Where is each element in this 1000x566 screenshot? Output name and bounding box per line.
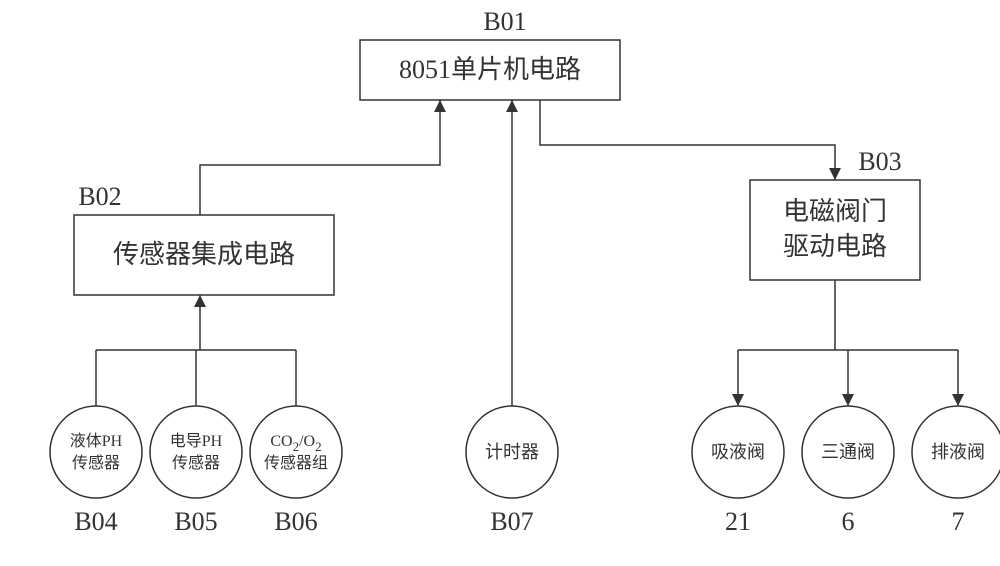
node-b05-label: B05 xyxy=(174,507,217,536)
node-21: 吸液阀 21 xyxy=(692,406,784,536)
node-b04-line2: 传感器 xyxy=(72,454,120,472)
node-b07-label: B07 xyxy=(490,507,533,536)
node-7-label: 7 xyxy=(952,507,965,536)
node-b01-text: 8051单片机电路 xyxy=(399,55,581,84)
node-b06-label: B06 xyxy=(274,507,317,536)
node-b04: 液体PH 传感器 B04 xyxy=(50,406,142,536)
node-21-label: 21 xyxy=(725,507,751,536)
node-7: 排液阀 7 xyxy=(912,406,1000,536)
node-b01: 8051单片机电路 B01 xyxy=(360,7,620,100)
node-7-text: 排液阀 xyxy=(931,442,985,462)
node-b02-label: B02 xyxy=(78,182,121,211)
node-b06-line2: 传感器组 xyxy=(264,454,328,472)
node-b04-label: B04 xyxy=(74,507,117,536)
node-b05: 电导PH 传感器 B05 xyxy=(150,406,242,536)
node-6: 三通阀 6 xyxy=(802,406,894,536)
node-b03-line1: 电磁阀门 xyxy=(783,197,887,226)
node-b07-text: 计时器 xyxy=(485,442,539,462)
node-b04-line1: 液体PH xyxy=(70,432,123,450)
node-21-text: 吸液阀 xyxy=(711,442,765,462)
node-b06-line1: CO2/O2 xyxy=(270,433,321,454)
edge-b07-b01 xyxy=(506,100,518,406)
node-b05-line2: 传感器 xyxy=(172,454,220,472)
node-b06: CO2/O2 传感器组 B06 xyxy=(250,406,342,536)
bus-b02 xyxy=(96,295,296,406)
node-b02-text: 传感器集成电路 xyxy=(113,240,295,269)
node-b02: 传感器集成电路 B02 xyxy=(74,182,334,295)
diagram-canvas: 8051单片机电路 B01 传感器集成电路 B02 电磁阀门 驱动电路 B03 … xyxy=(0,0,1000,566)
node-b01-label: B01 xyxy=(483,7,526,36)
bus-b03 xyxy=(732,280,964,406)
node-b07: 计时器 B07 xyxy=(466,406,558,536)
node-6-label: 6 xyxy=(842,507,855,536)
node-b03-line2: 驱动电路 xyxy=(783,232,887,261)
edge-b01-b03 xyxy=(540,100,841,180)
node-b05-line1: 电导PH xyxy=(170,432,223,450)
node-b03-label: B03 xyxy=(858,147,901,176)
edge-b02-b01 xyxy=(200,100,446,215)
node-6-text: 三通阀 xyxy=(821,442,875,462)
